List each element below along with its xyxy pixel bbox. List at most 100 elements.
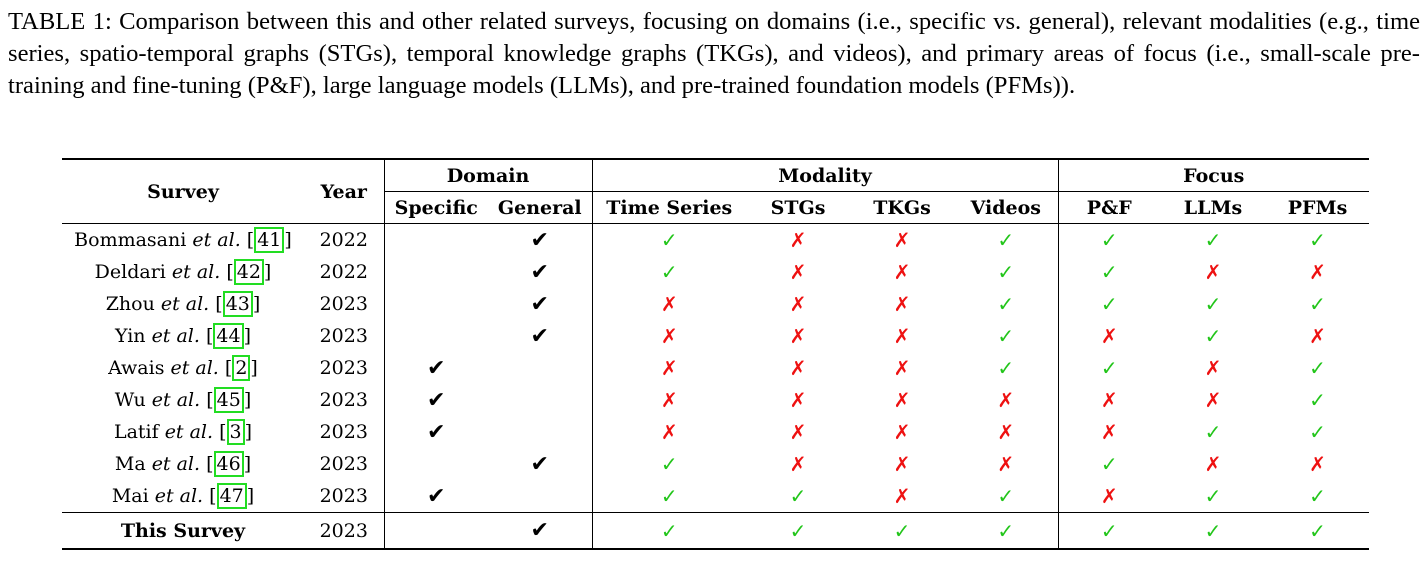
citation-link[interactable]: 46	[213, 451, 244, 477]
cell-stgs: ✓	[746, 512, 851, 550]
green-check-icon: ✓	[1100, 452, 1118, 476]
red-cross-icon: ✗	[893, 260, 911, 284]
header-general: General	[488, 191, 593, 224]
cell-stgs: ✗	[746, 448, 850, 480]
green-check-icon: ✓	[1204, 518, 1222, 543]
cell-pf: ✓	[1057, 288, 1161, 320]
survey-etal: et al.	[151, 453, 201, 475]
citation-link[interactable]: 42	[233, 259, 264, 285]
cell-videos: ✓	[954, 256, 1058, 288]
cell-tkgs: ✗	[850, 480, 954, 513]
green-check-icon: ✓	[997, 356, 1015, 380]
red-cross-icon: ✗	[660, 292, 678, 316]
header-survey: Survey	[62, 158, 304, 224]
red-cross-icon: ✗	[789, 420, 807, 444]
cell-pfms: ✓	[1266, 352, 1369, 384]
citation-link[interactable]: 41	[254, 227, 285, 253]
black-check-icon: ✔	[530, 227, 549, 253]
red-cross-icon: ✗	[789, 260, 807, 284]
survey-etal: et al.	[151, 325, 200, 347]
cell-llms: ✗	[1160, 384, 1266, 416]
citation-link[interactable]: 2	[232, 355, 251, 381]
table-body: Bommasani et al. [41] 2022 ✔ ✓ ✗ ✗ ✓ ✓ ✓ ✓ Deldari…	[62, 223, 1370, 550]
red-cross-icon: ✗	[789, 356, 807, 380]
comparison-table-container: Survey Year Domain Modality Focus Specif…	[62, 158, 1370, 550]
cell-survey: This Survey	[62, 512, 304, 550]
survey-author: Awais	[108, 357, 171, 379]
table-row: Yin et al. [44] 2023 ✔ ✗ ✗ ✗ ✓ ✗ ✓ ✗	[62, 320, 1369, 352]
red-cross-icon: ✗	[893, 292, 911, 316]
header-domain: Domain	[383, 158, 593, 192]
green-check-icon: ✓	[997, 260, 1015, 284]
header-specific: Specific	[383, 191, 488, 224]
red-cross-icon: ✗	[1204, 452, 1222, 476]
cell-year: 2023	[319, 325, 368, 347]
cell-domain-general: ✔	[488, 288, 592, 320]
green-check-icon: ✓	[1100, 356, 1118, 380]
cell-tkgs: ✗	[850, 384, 954, 416]
red-cross-icon: ✗	[789, 388, 807, 412]
citation-link[interactable]: 45	[213, 387, 244, 413]
cell-videos: ✗	[954, 384, 1058, 416]
red-cross-icon: ✗	[789, 228, 807, 252]
cell-videos: ✗	[954, 416, 1058, 448]
cell-llms: ✓	[1160, 480, 1266, 513]
cell-pfms: ✓	[1266, 512, 1370, 550]
cell-survey: Deldari et al. [42]	[94, 259, 272, 285]
cell-pf: ✓	[1057, 223, 1161, 256]
cell-tkgs: ✗	[850, 416, 954, 448]
cell-pfms: ✓	[1266, 224, 1369, 257]
red-cross-icon: ✗	[893, 388, 911, 412]
red-cross-icon: ✗	[1309, 324, 1326, 348]
red-cross-icon: ✗	[1309, 260, 1326, 284]
cell-llms: ✗	[1160, 256, 1266, 288]
cell-time-series: ✗	[591, 352, 747, 384]
cell-year: 2023	[304, 512, 384, 550]
red-cross-icon: ✗	[660, 388, 678, 412]
header-videos: Videos	[954, 191, 1059, 224]
black-check-icon: ✔	[530, 451, 549, 477]
cell-year: 2023	[319, 389, 368, 411]
cell-year: 2023	[319, 293, 368, 315]
green-check-icon: ✓	[789, 518, 807, 543]
survey-etal: et al.	[160, 293, 210, 315]
green-check-icon: ✓	[1309, 388, 1326, 412]
cell-videos: ✓	[954, 352, 1058, 384]
red-cross-icon: ✗	[1100, 484, 1118, 508]
red-cross-icon: ✗	[893, 356, 911, 380]
cell-llms: ✓	[1160, 320, 1266, 352]
red-cross-icon: ✗	[789, 292, 807, 316]
green-check-icon: ✓	[1309, 484, 1326, 508]
survey-etal: et al.	[170, 357, 219, 379]
survey-etal: et al.	[192, 229, 241, 251]
survey-author: Mai	[111, 485, 155, 507]
cell-domain-specific	[383, 512, 488, 550]
cell-domain-specific	[383, 256, 488, 288]
cell-year: 2023	[319, 485, 368, 507]
cell-time-series: ✓	[591, 256, 747, 288]
table-caption: TABLE 1: Comparison between this and oth…	[8, 8, 1420, 99]
green-check-icon: ✓	[1309, 292, 1326, 316]
green-check-icon: ✓	[1309, 420, 1326, 444]
green-check-icon: ✓	[789, 484, 807, 508]
green-check-icon: ✓	[1309, 518, 1326, 543]
citation-link[interactable]: 3	[226, 419, 245, 445]
green-check-icon: ✓	[1100, 518, 1118, 543]
black-check-icon: ✔	[530, 259, 549, 285]
cell-survey: Latif et al. [3]	[113, 419, 253, 445]
cell-llms: ✓	[1160, 512, 1267, 550]
citation-link[interactable]: 44	[213, 323, 244, 349]
cell-stgs: ✗	[746, 288, 850, 320]
citation-link[interactable]: 47	[216, 483, 247, 509]
citation-link[interactable]: 43	[222, 291, 253, 317]
survey-etal: et al.	[151, 389, 201, 411]
green-check-icon: ✓	[997, 292, 1015, 316]
cell-domain-general	[488, 416, 592, 448]
red-cross-icon: ✗	[1100, 420, 1118, 444]
survey-author: Latif	[113, 421, 165, 443]
red-cross-icon: ✗	[893, 420, 911, 444]
red-cross-icon: ✗	[1100, 388, 1118, 412]
red-cross-icon: ✗	[893, 452, 911, 476]
cell-llms: ✓	[1160, 224, 1266, 257]
header-focus: Focus	[1057, 158, 1370, 192]
